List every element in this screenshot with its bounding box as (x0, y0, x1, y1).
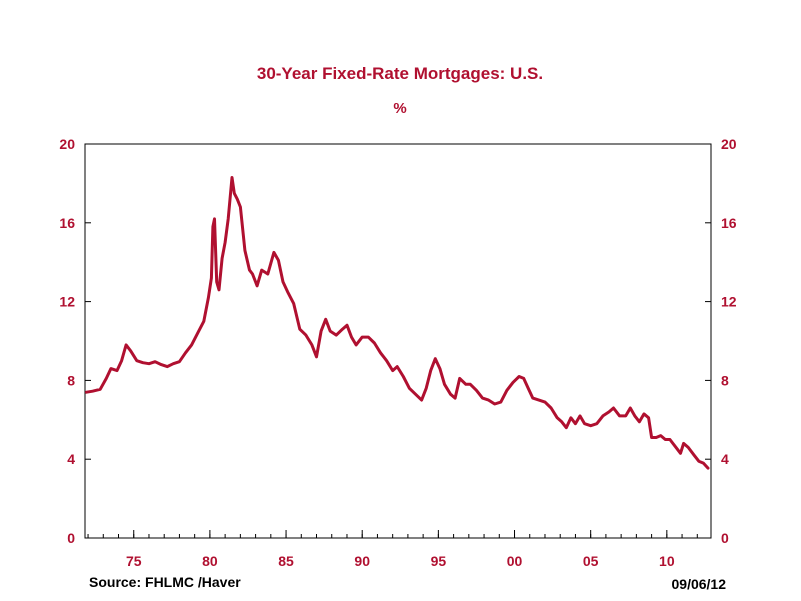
y-axis-right: 0 4 8 12 16 20 (705, 136, 737, 546)
x-tick-label: 05 (583, 553, 599, 569)
y-tick-label-right: 0 (721, 530, 729, 546)
x-tick-label: 90 (354, 553, 370, 569)
y-tick-label-left: 16 (59, 215, 75, 231)
plot-frame (84, 143, 712, 539)
y-tick-label-left: 8 (67, 372, 75, 388)
y-tick-label-right: 16 (721, 215, 737, 231)
x-tick-label: 85 (278, 553, 294, 569)
y-tick-label-right: 20 (721, 136, 737, 152)
x-tick-label: 95 (431, 553, 447, 569)
y-tick-label-left: 20 (59, 136, 75, 152)
x-tick-label: 75 (126, 553, 142, 569)
chart-title: 30-Year Fixed-Rate Mortgages: U.S. (257, 64, 543, 83)
y-tick-label-left: 4 (67, 451, 75, 467)
x-tick-label: 00 (507, 553, 523, 569)
x-axis: 75 80 85 90 95 00 05 10 (87, 530, 698, 569)
chart-subtitle: % (393, 100, 406, 117)
x-tick-label: 10 (659, 553, 675, 569)
date-stamp: 09/06/12 (672, 576, 727, 592)
y-axis-left: 0 4 8 12 16 20 (59, 136, 91, 546)
x-tick-label: 80 (202, 553, 218, 569)
y-tick-label-left: 12 (59, 294, 75, 310)
y-tick-label-right: 8 (721, 372, 729, 388)
y-tick-label-right: 12 (721, 294, 737, 310)
source-note: Source: FHLMC /Haver (89, 574, 241, 590)
y-tick-label-right: 4 (721, 451, 729, 467)
series-line-mortgage-rate (85, 176, 710, 470)
y-tick-label-left: 0 (67, 530, 75, 546)
